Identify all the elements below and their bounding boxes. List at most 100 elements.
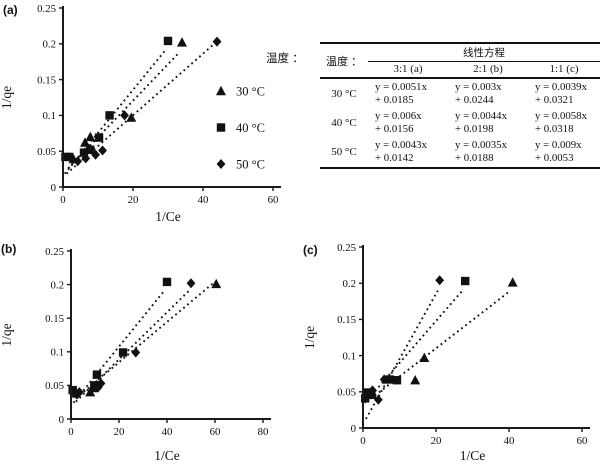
table-row-30c: 30 °C y = 0.0051x + 0.0185 y = 0.003x + … (320, 78, 600, 108)
marker-square (92, 370, 102, 379)
marker-square (105, 111, 114, 120)
equation-cell: y = 0.0044x + 0.0198 (455, 110, 507, 135)
marker-diamond (379, 374, 389, 385)
y-tick-label: 0.15 (45, 313, 64, 325)
y-tick-label: 0.05 (45, 380, 64, 392)
y-axis-label: 1/qe (302, 326, 317, 349)
scatter-plot-c: 0 20 40 60 0 0.05 0.1 0.15 0.2 0.25 1/Ce 1/qe (302, 242, 590, 463)
equation-cell: y = 0.009x + 0.0053 (535, 139, 582, 164)
marker-diamond (81, 153, 91, 164)
y-tick-label: 0.25 (37, 3, 56, 15)
table-header-row-1: 温度 ： 线性方程 (320, 43, 600, 79)
marker-triangle (85, 131, 96, 142)
marker-diamond (212, 36, 222, 47)
marker-diamond (96, 378, 106, 389)
y-tick-label: 0.1 (51, 347, 65, 359)
temp-cell: 30 °C (331, 87, 357, 100)
marker-diamond (75, 387, 84, 398)
x-tick-label: 0 (60, 194, 65, 206)
y-tick-label: 0.1 (43, 110, 57, 122)
marker-diamond (362, 391, 372, 402)
x-tick-label: 20 (431, 435, 442, 447)
y-tick-label: 0.25 (45, 246, 64, 258)
temp-cell: 50 °C (331, 145, 357, 158)
marker-square (385, 375, 394, 384)
legend-marker-square (216, 123, 226, 132)
equation-cell: y = 0.0058x + 0.0318 (535, 110, 587, 135)
trendline (75, 281, 215, 400)
x-axis-label: 1/Ce (155, 209, 181, 224)
y-tick-label: 0 (351, 423, 356, 435)
marker-square (461, 276, 470, 286)
marker-triangle (80, 137, 91, 147)
x-tick-label: 40 (504, 435, 515, 447)
x-tick-label: 0 (68, 426, 73, 438)
col-header-ratio-2-1: 2:1 (b) (448, 61, 528, 79)
table-row-50c: 50 °C y = 0.0043x + 0.0142 y = 0.0035x +… (320, 137, 600, 167)
marker-square (162, 277, 172, 287)
legend-label: 30 °C (236, 85, 265, 99)
temp-cell: 40 °C (331, 116, 357, 129)
marker-triangle (177, 37, 187, 47)
trendline (366, 290, 511, 403)
col-header-group: 线性方程 (368, 43, 600, 62)
scatter-plot-a: 0 20 40 60 0 0.05 0.1 0.15 0.2 0.25 1/Ce 1/qe 30 °C 4… (0, 3, 281, 224)
x-axis-label: 1/Ce (154, 448, 180, 463)
panel-label-a: (a) (3, 3, 18, 17)
x-tick-label: 60 (210, 426, 221, 438)
marker-diamond (98, 145, 107, 156)
marker-triangle (410, 375, 421, 385)
marker-diamond (91, 149, 100, 160)
equation-cell: y = 0.006x + 0.0156 (375, 110, 422, 135)
marker-diamond (368, 385, 377, 396)
y-tick-label: 0.05 (37, 146, 56, 158)
y-tick-label: 0 (51, 182, 56, 194)
equation-cell: y = 0.0043x + 0.0142 (375, 139, 427, 164)
x-tick-label: 0 (360, 435, 365, 447)
trendline (65, 42, 216, 175)
y-tick-label: 0.1 (343, 350, 357, 362)
marker-square (392, 376, 402, 385)
y-axis-label: 1/qe (0, 86, 14, 109)
marker-diamond (373, 394, 383, 405)
y-tick-label: 0.2 (43, 39, 57, 51)
equation-table-area: 温度 ： 温度 ： 线性方程 3:1 (a) 2:1 (b) 1:1 (c) 3… (262, 40, 600, 169)
marker-square (86, 145, 95, 154)
legend-label: 40 °C (236, 121, 265, 135)
y-tick-label: 0 (59, 414, 64, 426)
y-tick-label: 0.15 (337, 314, 356, 326)
y-tick-label: 0.2 (343, 278, 357, 290)
col-header-ratio-3-1: 3:1 (a) (368, 61, 448, 79)
marker-triangle (126, 112, 137, 122)
col-header-ratio-1-1: 1:1 (c) (528, 61, 600, 79)
legend-marker-diamond (216, 159, 226, 169)
y-tick-label: 0.05 (337, 387, 356, 399)
marker-triangle (507, 277, 518, 287)
equations-table: 温度 ： 线性方程 3:1 (a) 2:1 (b) 1:1 (c) 30 °C … (320, 42, 600, 169)
panel-label-b: (b) (1, 242, 17, 256)
marker-diamond (186, 278, 196, 289)
x-tick-label: 60 (268, 194, 279, 206)
equation-cell: y = 0.0051x + 0.0185 (375, 81, 427, 106)
y-axis-label: 1/qe (0, 323, 14, 346)
marker-square (163, 36, 173, 46)
equation-cell: y = 0.0039x + 0.0321 (535, 81, 587, 106)
trendline (72, 289, 166, 404)
marker-diamond (73, 156, 83, 167)
marker-triangle (419, 352, 430, 362)
x-tick-label: 80 (258, 426, 269, 438)
x-tick-label: 20 (114, 426, 125, 438)
marker-square (118, 348, 128, 357)
marker-triangle (211, 278, 222, 289)
equation-cell: y = 0.0035x + 0.0188 (455, 139, 507, 164)
panel-label-c: (c) (303, 243, 318, 257)
x-axis-label: 1/Ce (460, 448, 486, 463)
y-tick-label: 0.15 (37, 74, 56, 86)
x-tick-label: 40 (198, 194, 209, 206)
x-tick-label: 60 (577, 435, 588, 447)
trendline (365, 290, 439, 420)
x-tick-label: 40 (162, 426, 173, 438)
equation-cell: y = 0.003x + 0.0244 (455, 81, 502, 106)
marker-square (65, 152, 74, 162)
legend-marker-triangle (216, 85, 226, 96)
